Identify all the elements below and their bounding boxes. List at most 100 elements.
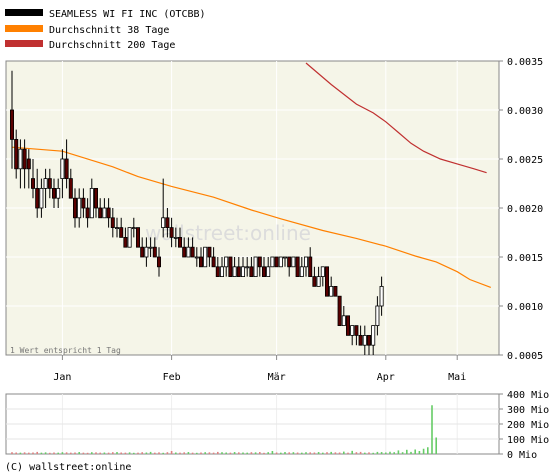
candle-body — [165, 217, 170, 229]
ma38-line — [11, 146, 492, 288]
candle — [85, 198, 90, 228]
candle-body — [366, 334, 371, 346]
volume-bar — [82, 452, 85, 454]
volume-bar — [11, 452, 13, 454]
volume-bar — [217, 451, 219, 454]
candle-body — [333, 285, 338, 297]
volume-bar — [57, 452, 59, 454]
candle — [203, 246, 208, 268]
price-tick-label: 0.0035 — [507, 57, 543, 68]
candle-body — [371, 325, 376, 346]
volume-bar — [254, 452, 257, 454]
candle — [228, 256, 233, 278]
volume-bar — [65, 452, 68, 454]
candle — [253, 256, 258, 278]
candle-body — [173, 236, 178, 239]
volume-bar — [280, 452, 282, 454]
candle — [232, 257, 237, 277]
candle-body — [182, 246, 187, 258]
candle-body — [47, 178, 52, 189]
candle-body — [379, 285, 384, 307]
volume-bar — [175, 452, 177, 454]
candle-body — [320, 266, 325, 277]
candle — [68, 168, 73, 199]
volume-bar — [36, 451, 38, 454]
candle-body — [110, 217, 115, 229]
candle-body — [144, 246, 149, 258]
ma200-layer — [305, 62, 487, 174]
volume-tick-label: 0 Mio — [507, 450, 537, 461]
candle — [371, 325, 376, 355]
volume-bar — [133, 452, 135, 454]
month-label: Apr — [377, 372, 395, 383]
candle — [375, 296, 380, 336]
candle — [35, 168, 40, 218]
candle-body — [85, 207, 90, 219]
volume-bar — [196, 452, 198, 454]
candle-body — [81, 197, 86, 209]
volume-bar — [313, 452, 316, 454]
candle — [350, 325, 355, 346]
candle — [266, 257, 271, 277]
candle-body — [354, 325, 359, 336]
candle-body — [135, 227, 140, 248]
volume-bar — [246, 452, 248, 454]
candle — [324, 266, 329, 297]
candle — [177, 227, 182, 248]
candle-body — [249, 266, 254, 277]
candle-body — [119, 227, 124, 238]
candle — [77, 188, 82, 228]
price-tick-label: 0.0020 — [507, 204, 543, 215]
volume-bar — [112, 452, 114, 454]
candle-body — [35, 187, 40, 209]
volume-bar — [317, 452, 320, 454]
volume-bar — [200, 452, 202, 454]
volume-bar — [15, 452, 17, 454]
volume-bar — [410, 451, 412, 454]
volume-bar — [116, 452, 118, 454]
volume-bar — [368, 452, 370, 454]
candle — [337, 295, 342, 327]
candle-body — [253, 256, 258, 278]
candle-body — [278, 256, 283, 268]
candle-body — [303, 256, 308, 268]
volume-bar — [301, 452, 303, 454]
candle-body — [274, 256, 279, 268]
price-tick-label: 0.0005 — [507, 351, 543, 362]
candle-body — [123, 236, 128, 248]
candle-body — [232, 266, 237, 277]
volume-bar — [120, 452, 122, 454]
volume-bar — [334, 452, 337, 454]
volume-bar — [385, 452, 387, 454]
volume-bar — [204, 452, 206, 454]
price-tick-label: 0.0010 — [507, 302, 543, 313]
volume-tick-label: 200 Mio — [507, 420, 549, 431]
candle — [379, 276, 384, 316]
volume-bar — [141, 452, 143, 454]
volume-bar — [221, 452, 223, 454]
volume-bar — [149, 451, 152, 454]
candle-body — [68, 178, 73, 199]
candle — [362, 325, 367, 355]
candle-body — [127, 227, 132, 248]
ma200-line — [305, 62, 487, 174]
candle-body — [215, 266, 220, 277]
candle — [43, 168, 48, 208]
volume-bar — [162, 452, 164, 454]
candle-body — [207, 246, 212, 258]
candle — [270, 256, 275, 268]
candle — [291, 256, 296, 268]
volume-tick-label: 100 Mio — [507, 435, 549, 446]
candle-body — [102, 207, 107, 219]
candle-body — [358, 334, 363, 346]
volume-bar — [380, 452, 383, 454]
legend-swatch-ma38 — [5, 25, 43, 32]
volume-bar — [154, 452, 156, 454]
candle-body — [106, 207, 111, 219]
candle — [366, 334, 371, 355]
candle-body — [115, 227, 120, 230]
candle — [89, 178, 94, 219]
candle-body — [18, 148, 23, 170]
candle — [9, 70, 14, 169]
candle-body — [270, 256, 275, 268]
